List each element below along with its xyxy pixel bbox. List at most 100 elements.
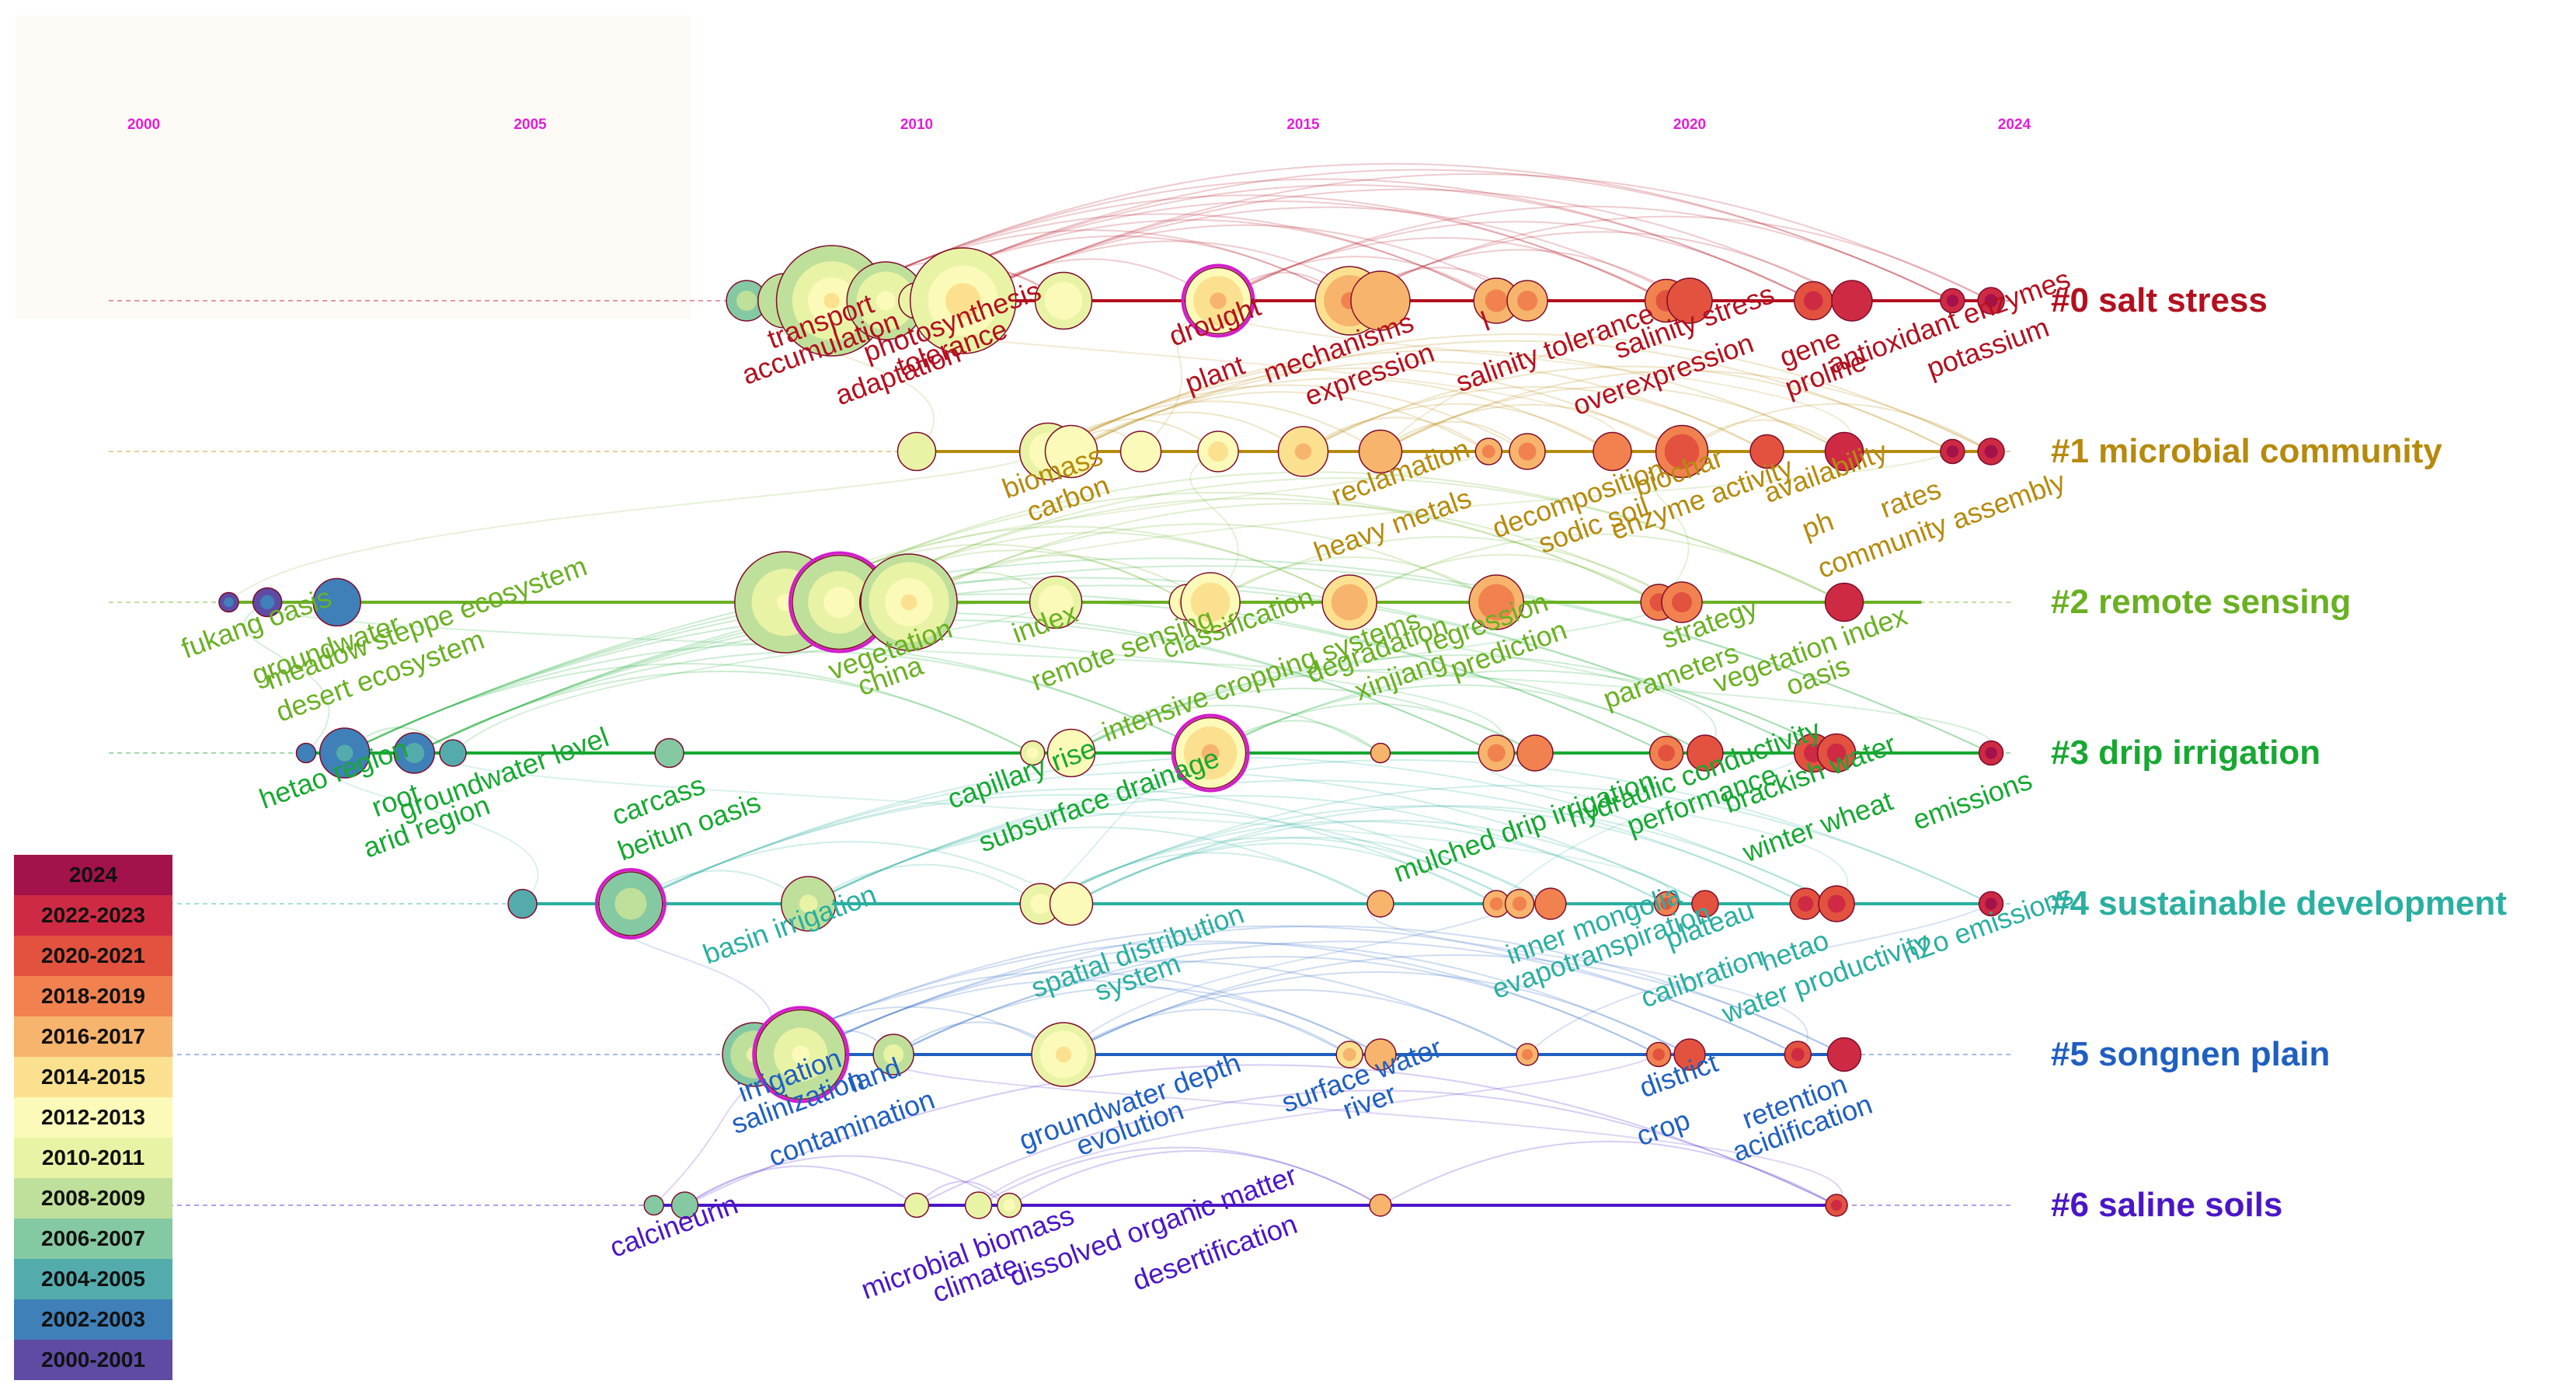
node-3-8[interactable] [1370, 742, 1391, 764]
cross-link [447, 752, 1672, 905]
node-0-9[interactable] [1350, 270, 1411, 331]
node-3-3[interactable] [439, 739, 467, 767]
node-3-12[interactable] [1687, 734, 1724, 772]
node-1-4[interactable] [1197, 431, 1239, 472]
node-3-15[interactable] [1978, 740, 2004, 766]
node-0-0[interactable] [726, 280, 768, 322]
node-3-14[interactable] [1816, 733, 1857, 773]
node-1-0[interactable] [896, 431, 937, 472]
node-0-15[interactable] [1831, 280, 1873, 322]
node-5-6[interactable] [1516, 1043, 1539, 1066]
node-3-6[interactable] [1046, 728, 1096, 778]
node-2-11[interactable] [1468, 574, 1524, 630]
node-1-6[interactable] [1358, 429, 1403, 474]
node-4-4[interactable] [1049, 881, 1094, 926]
node-6-6[interactable] [1825, 1194, 1848, 1217]
legend-entry-2024: 2024 [14, 855, 172, 895]
link-arc [1047, 367, 1683, 452]
node-2-1[interactable] [252, 587, 283, 618]
node-4-10[interactable] [1691, 890, 1719, 918]
cross-link [1063, 903, 1520, 1055]
node-3-7[interactable] [1171, 713, 1250, 793]
node-4-5[interactable] [1366, 890, 1394, 918]
node-4-12[interactable] [1818, 885, 1855, 922]
node-0-10[interactable] [1473, 277, 1519, 324]
node-1-8[interactable] [1509, 433, 1546, 470]
node-6-1[interactable] [670, 1191, 699, 1219]
node-3-4[interactable] [654, 737, 684, 769]
node-5-7[interactable] [1645, 1041, 1672, 1068]
node-6-5[interactable] [1369, 1194, 1392, 1217]
node-0-17[interactable] [1977, 287, 2005, 315]
node-5-10[interactable] [1826, 1037, 1862, 1072]
node-3-10[interactable] [1516, 734, 1554, 772]
node-4-9[interactable] [1653, 891, 1680, 917]
node-0-14[interactable] [1793, 281, 1833, 321]
link-arc [1302, 403, 1613, 452]
node-2-9[interactable] [1180, 572, 1241, 633]
node-1-11[interactable] [1749, 434, 1784, 469]
node-1-12[interactable] [1824, 431, 1864, 472]
link-arc [630, 771, 1706, 905]
link-arc [963, 224, 1528, 302]
node-4-13[interactable] [1978, 891, 2004, 917]
link-arc [344, 557, 1992, 754]
node-4-11[interactable] [1789, 887, 1822, 920]
node-2-14[interactable] [1824, 582, 1864, 622]
node-1-3[interactable] [1119, 431, 1162, 472]
node-1-14[interactable] [1977, 438, 2005, 465]
node-4-1[interactable] [594, 868, 667, 940]
node-0-16[interactable] [1940, 288, 1965, 314]
node-5-8[interactable] [1673, 1038, 1706, 1071]
node-3-5[interactable] [1020, 740, 1046, 766]
svg-text:2000-2001: 2000-2001 [41, 1347, 145, 1372]
node-3-0[interactable] [295, 742, 317, 764]
x-tick-2020: 2020 [1673, 117, 1706, 133]
node-2-10[interactable] [1321, 574, 1377, 630]
node-0-3[interactable] [846, 261, 925, 340]
node-5-3[interactable] [1031, 1022, 1096, 1087]
node-3-2[interactable] [393, 732, 435, 774]
link-arc [885, 184, 1814, 302]
node-3-11[interactable] [1648, 735, 1684, 771]
node-0-6[interactable] [1034, 271, 1093, 330]
node-2-7[interactable] [1029, 575, 1083, 629]
node-5-9[interactable] [1784, 1041, 1812, 1069]
svg-text:2006-2007: 2006-2007 [41, 1226, 145, 1250]
node-2-2[interactable] [312, 577, 361, 627]
node-1-5[interactable] [1277, 426, 1329, 477]
node-2-13[interactable] [1661, 581, 1703, 623]
node-2-0[interactable] [218, 591, 239, 613]
link-arc [839, 477, 1845, 603]
node-5-1[interactable] [752, 1006, 850, 1103]
node-6-3[interactable] [964, 1191, 993, 1219]
link-arc [963, 173, 1992, 302]
node-1-9[interactable] [1593, 431, 1632, 472]
node-5-5[interactable] [1364, 1038, 1397, 1071]
node-6-0[interactable] [643, 1194, 664, 1216]
node-0-5[interactable] [909, 247, 1017, 354]
node-0-7[interactable] [1181, 263, 1255, 338]
node-6-2[interactable] [903, 1192, 930, 1218]
link-arc [963, 240, 1381, 302]
node-1-2[interactable] [1044, 424, 1098, 479]
node-4-8[interactable] [1534, 887, 1567, 920]
link-arc [1070, 654, 1837, 754]
node-0-13[interactable] [1666, 277, 1713, 324]
node-1-10[interactable] [1655, 424, 1709, 479]
node-3-1[interactable] [319, 727, 371, 779]
link-arc [754, 940, 1659, 1055]
node-4-2[interactable] [780, 876, 837, 932]
node-1-7[interactable] [1474, 438, 1503, 465]
node-4-0[interactable] [507, 888, 538, 919]
node-5-2[interactable] [872, 1034, 914, 1075]
node-6-4[interactable] [997, 1192, 1022, 1218]
node-0-11[interactable] [1506, 280, 1548, 322]
node-2-6[interactable] [860, 553, 958, 651]
cluster-label-3: #3 drip irrigation [2051, 734, 2320, 772]
node-5-4[interactable] [1335, 1041, 1363, 1069]
link-arc [1217, 221, 1814, 302]
node-4-7[interactable] [1504, 888, 1535, 919]
node-3-9[interactable] [1478, 734, 1515, 772]
node-1-13[interactable] [1940, 438, 1965, 465]
